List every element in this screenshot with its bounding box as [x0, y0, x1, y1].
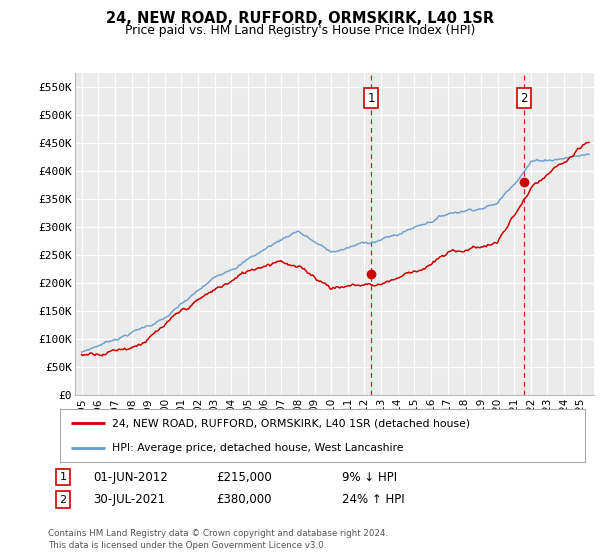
Text: 9% ↓ HPI: 9% ↓ HPI	[342, 470, 397, 484]
Text: 1: 1	[59, 472, 67, 482]
Text: 30-JUL-2021: 30-JUL-2021	[93, 493, 165, 506]
Text: 2: 2	[59, 494, 67, 505]
Text: Price paid vs. HM Land Registry's House Price Index (HPI): Price paid vs. HM Land Registry's House …	[125, 24, 475, 36]
Text: 1: 1	[368, 91, 375, 105]
Text: £215,000: £215,000	[216, 470, 272, 484]
Text: Contains HM Land Registry data © Crown copyright and database right 2024.
This d: Contains HM Land Registry data © Crown c…	[48, 529, 388, 550]
Text: 24, NEW ROAD, RUFFORD, ORMSKIRK, L40 1SR: 24, NEW ROAD, RUFFORD, ORMSKIRK, L40 1SR	[106, 11, 494, 26]
Text: 24, NEW ROAD, RUFFORD, ORMSKIRK, L40 1SR (detached house): 24, NEW ROAD, RUFFORD, ORMSKIRK, L40 1SR…	[113, 418, 470, 428]
Text: 01-JUN-2012: 01-JUN-2012	[93, 470, 168, 484]
Text: £380,000: £380,000	[216, 493, 271, 506]
Text: 2: 2	[520, 91, 527, 105]
Text: HPI: Average price, detached house, West Lancashire: HPI: Average price, detached house, West…	[113, 442, 404, 452]
Text: 24% ↑ HPI: 24% ↑ HPI	[342, 493, 404, 506]
